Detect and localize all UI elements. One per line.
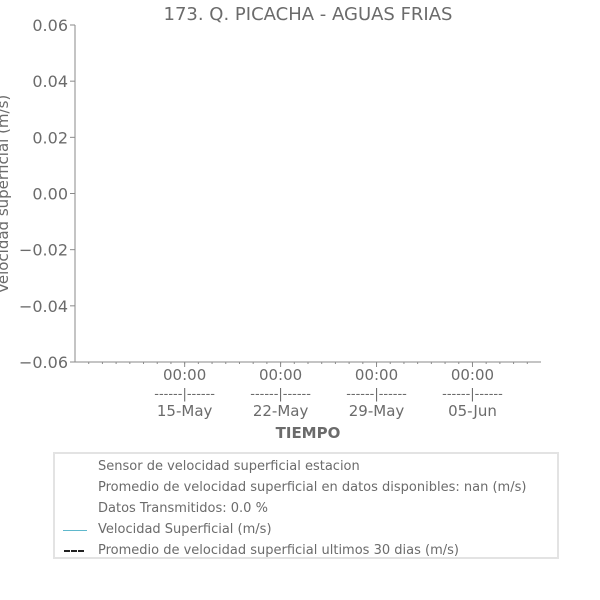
- x-tick-date: 29-May: [349, 402, 405, 420]
- legend-info-row: Promedio de velocidad superficial en dat…: [55, 478, 557, 498]
- x-ticks: 00:00------|------15-May00:00------|----…: [154, 362, 503, 420]
- y-axis-label: Velocidad superficial (m/s): [0, 95, 12, 294]
- x-tick-time: 00:00: [259, 366, 302, 384]
- solid-line-icon: [63, 530, 87, 531]
- x-tick-separator: ------|------: [346, 387, 407, 402]
- y-tick-label: −0.06: [19, 353, 68, 372]
- chart-title: 173. Q. PICACHA - AGUAS FRIAS: [164, 4, 453, 25]
- legend-entry: Promedio de velocidad superficial ultimo…: [55, 541, 557, 561]
- x-tick-date: 15-May: [157, 402, 213, 420]
- x-tick-separator: ------|------: [250, 387, 311, 402]
- y-ticks: 0.06 0.04 0.02 0.00 −0.02 −0.04 −0.06: [19, 16, 75, 372]
- legend-info-text: Datos Transmitidos: 0.0 %: [98, 501, 268, 516]
- chart: 173. Q. PICACHA - AGUAS FRIAS Velocidad …: [0, 4, 541, 442]
- x-tick-separator: ------|------: [442, 387, 503, 402]
- legend: Sensor de velocidad superficial estacion…: [53, 452, 559, 559]
- legend-info-text: Promedio de velocidad superficial en dat…: [98, 480, 527, 495]
- dashdot-line-icon: [64, 550, 84, 552]
- legend-entry-label: Promedio de velocidad superficial ultimo…: [98, 543, 459, 558]
- legend-entry-label: Velocidad Superficial (m/s): [98, 522, 272, 537]
- x-tick-time: 00:00: [355, 366, 398, 384]
- y-tick-label: 0.02: [32, 128, 68, 147]
- legend-info-text: Sensor de velocidad superficial estacion: [98, 459, 360, 474]
- legend-entry: Velocidad Superficial (m/s): [55, 520, 557, 540]
- x-tick-time: 00:00: [163, 366, 206, 384]
- x-tick-separator: ------|------: [154, 387, 215, 402]
- y-tick-label: 0.00: [32, 185, 68, 204]
- y-tick-label: 0.04: [32, 72, 68, 91]
- legend-info-row: Sensor de velocidad superficial estacion: [55, 457, 557, 477]
- x-tick-time: 00:00: [451, 366, 494, 384]
- y-tick-label: −0.02: [19, 241, 68, 260]
- y-tick-label: 0.06: [32, 16, 68, 35]
- x-tick-date: 05-Jun: [448, 402, 497, 420]
- x-axis-label: TIEMPO: [276, 424, 341, 442]
- legend-info-row: Datos Transmitidos: 0.0 %: [55, 499, 557, 519]
- y-tick-label: −0.04: [19, 297, 68, 316]
- x-tick-date: 22-May: [253, 402, 309, 420]
